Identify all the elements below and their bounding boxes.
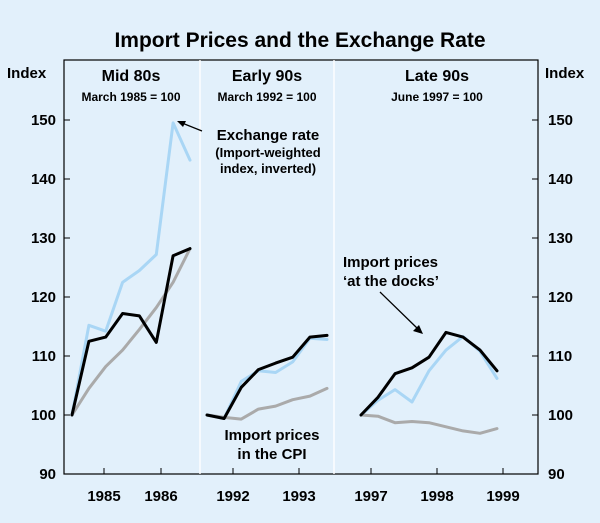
y-tick-label-right: 150	[548, 112, 573, 129]
annotation-exchange-rate-line1: Exchange rate	[217, 127, 320, 144]
y-tick-label-left: 100	[31, 407, 56, 424]
chart-title: Import Prices and the Exchange Rate	[114, 29, 485, 52]
y-tick-label-left: 120	[31, 289, 56, 306]
y-tick-label-left: 150	[31, 112, 56, 129]
y-axis-label-right: Index	[545, 65, 585, 82]
panel-title-late-90s: Late 90s	[405, 68, 469, 85]
y-tick-label-right: 90	[548, 466, 565, 483]
y-tick-label-left: 130	[31, 230, 56, 247]
series-import-cpi-line	[70, 247, 192, 417]
annotation-import-docks-arrowhead	[413, 325, 423, 334]
annotation-import-docks-line2: ‘at the docks’	[343, 273, 439, 290]
x-tick-label: 1992	[216, 488, 249, 505]
annotation-exchange-rate-arrow	[181, 122, 203, 132]
series-import-docks-line	[70, 247, 192, 417]
annotation-import-docks-arrow	[379, 291, 419, 330]
y-tick-label-right: 140	[548, 171, 573, 188]
series-layer	[70, 121, 499, 435]
axes: 1985 1986 1992 1993 1997 1998 1999 90 90 100 100 11…	[31, 59, 573, 505]
y-tick-label-right: 100	[548, 407, 573, 424]
annotation-exchange-rate-line2: (Import-weighted	[215, 145, 320, 160]
y-tick-label-left: 90	[39, 466, 56, 483]
y-tick-label-left: 110	[32, 348, 56, 365]
x-tick-label: 1985	[87, 488, 120, 505]
series-import-docks-line	[359, 330, 499, 417]
x-tick-label: 1998	[420, 488, 453, 505]
annotation-import-cpi-line1: Import prices	[224, 427, 319, 444]
x-tick-label: 1999	[486, 488, 519, 505]
annotation-exchange-rate: Exchange rate (Import-weighted index, in…	[177, 121, 321, 176]
panel-subtitle-early-90s: March 1992 = 100	[217, 90, 316, 104]
y-tick-label-left: 140	[31, 171, 56, 188]
series-import-cpi-line	[205, 386, 329, 421]
x-tick-label: 1997	[354, 488, 387, 505]
series-exchange-rate-line	[70, 121, 192, 417]
annotation-import-docks-line1: Import prices	[343, 254, 438, 271]
x-tick-label: 1993	[282, 488, 315, 505]
annotation-import-cpi: Import prices in the CPI	[224, 427, 319, 463]
y-tick-label-right: 120	[548, 289, 573, 306]
y-axis-label-left: Index	[7, 65, 47, 82]
y-tick-label-right: 130	[548, 230, 573, 247]
panel-title-early-90s: Early 90s	[232, 68, 302, 85]
y-tick-label-right: 110	[548, 348, 572, 365]
annotation-import-docks: Import prices ‘at the docks’	[343, 254, 439, 334]
x-tick-label: 1986	[144, 488, 177, 505]
annotation-exchange-rate-arrowhead	[177, 121, 186, 127]
panel-title-mid-80s: Mid 80s	[102, 68, 161, 85]
annotation-exchange-rate-line3: index, inverted)	[220, 161, 316, 176]
panel-subtitle-late-90s: June 1997 = 100	[391, 90, 483, 104]
annotation-import-cpi-line2: in the CPI	[237, 446, 306, 463]
plot-frame	[63, 59, 539, 475]
panel-subtitle-mid-80s: March 1985 = 100	[81, 90, 180, 104]
series-import-docks-line	[205, 333, 329, 420]
series-import-cpi-line	[359, 413, 499, 435]
